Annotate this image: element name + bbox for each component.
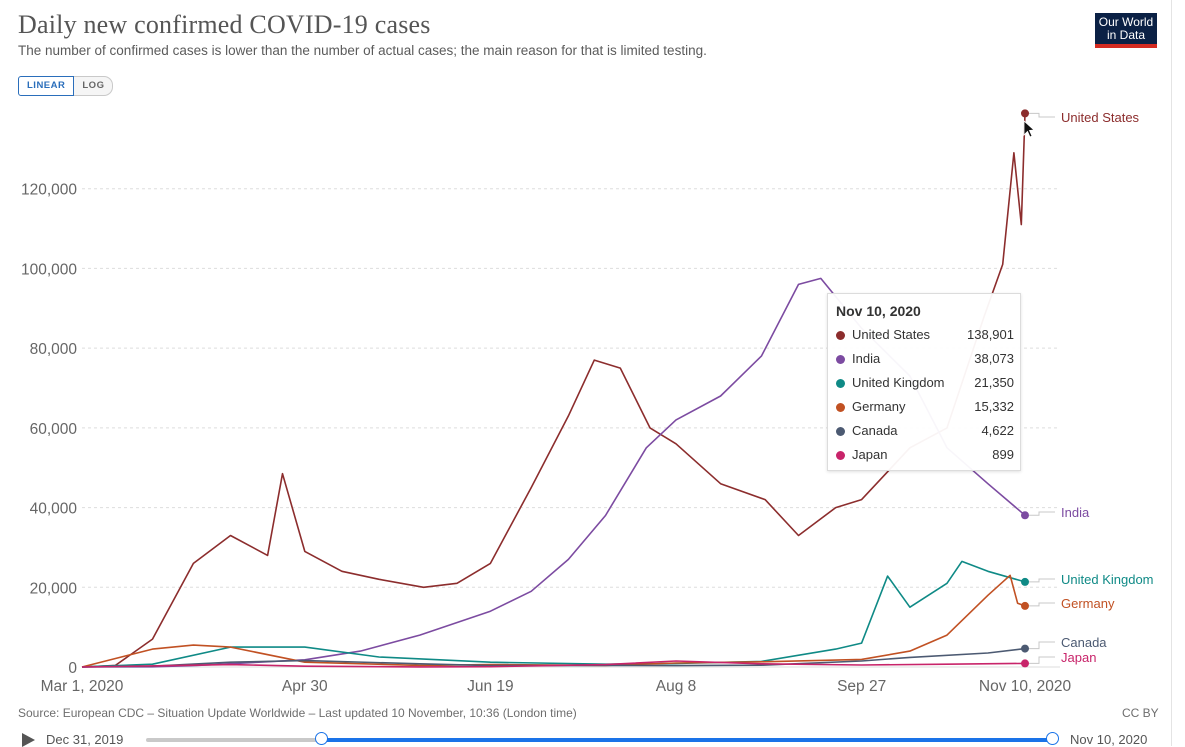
timeline-selected-range [322, 738, 1054, 742]
series-end-point [1021, 577, 1029, 586]
series-end-point [1021, 601, 1029, 610]
legend-dot-icon [836, 355, 845, 364]
tooltip-series-value: 15,332 [974, 399, 1014, 414]
y-tick-label: 0 [68, 660, 77, 677]
tooltip-series-value: 138,901 [967, 327, 1014, 342]
y-tick-label: 60,000 [30, 421, 78, 438]
timeline-track[interactable] [146, 738, 1054, 742]
owid-logo[interactable]: Our World in Data [1095, 13, 1157, 48]
series-label: Japan [1061, 650, 1096, 665]
tooltip-series-name: Japan [852, 447, 888, 462]
x-tick-label: Sep 27 [837, 678, 886, 695]
tooltip-series-value: 38,073 [974, 351, 1014, 366]
tooltip-series-value: 4,622 [981, 423, 1014, 438]
chart-title: Daily new confirmed COVID-19 cases [18, 10, 431, 39]
tooltip-row: India 38,073 [836, 350, 1014, 370]
legend-dot-icon [836, 427, 845, 436]
series-label: United Kingdom [1061, 572, 1154, 587]
linear-scale-button[interactable]: LINEAR [18, 76, 75, 96]
y-axis-tick-labels: 0 20,000 40,000 60,000 80,000 100,000 120,000 [21, 182, 77, 677]
tooltip-row: United States 138,901 [836, 326, 1014, 346]
y-tick-label: 120,000 [21, 182, 77, 199]
tooltip-row: United Kingdom 21,350 [836, 374, 1014, 394]
timeline-end-label: Nov 10, 2020 [1070, 732, 1148, 747]
hover-marker [1021, 109, 1029, 668]
y-tick-label: 100,000 [21, 261, 77, 278]
label-connector [1029, 578, 1055, 583]
x-tick-label: Aug 8 [656, 678, 697, 695]
hover-tooltip: Nov 10, 2020 United States 138,901 India 38… [827, 293, 1021, 471]
tooltip-series-value: 21,350 [974, 375, 1014, 390]
x-tick-label: Jun 19 [467, 678, 514, 695]
label-connector [1029, 112, 1055, 118]
series-label: Germany [1061, 596, 1115, 611]
license-link[interactable]: CC BY [1122, 706, 1159, 720]
label-connector [1029, 602, 1055, 607]
x-axis-tick-labels: Mar 1, 2020 Apr 30 Jun 19 Aug 8 Sep 27 Nov 10… [41, 678, 1072, 695]
series-line-japan [81, 660, 1026, 668]
y-tick-label: 20,000 [30, 580, 78, 597]
label-connector [1029, 511, 1055, 516]
chart-subtitle: The number of confirmed cases is lower t… [18, 43, 707, 58]
tooltip-series-value: 899 [992, 447, 1014, 462]
series-line-germany [81, 574, 1026, 668]
series-line-united-kingdom [81, 560, 1026, 668]
series-label: India [1061, 505, 1090, 520]
tooltip-series-name: United States [852, 327, 931, 342]
tooltip-date: Nov 10, 2020 [836, 303, 921, 319]
tooltip-row: Canada 4,622 [836, 422, 1014, 442]
x-tick-label: Nov 10, 2020 [979, 678, 1072, 695]
legend-dot-icon [836, 331, 845, 340]
logo-line-2: in Data [1106, 28, 1146, 42]
tooltip-row: Japan 899 [836, 446, 1014, 466]
timeline-start-label: Dec 31, 2019 [46, 732, 124, 747]
source-note: Source: European CDC – Situation Update … [18, 706, 577, 720]
series-end-point [1021, 659, 1029, 668]
play-icon[interactable] [22, 733, 35, 747]
timeline-end-handle[interactable] [1046, 732, 1059, 745]
x-tick-label: Apr 30 [282, 678, 328, 695]
x-tick-label: Mar 1, 2020 [41, 678, 124, 695]
series-end-point [1021, 644, 1029, 653]
tooltip-row: Germany 15,332 [836, 398, 1014, 418]
gridlines [82, 188, 1060, 668]
label-connector [1029, 641, 1055, 650]
y-tick-label: 80,000 [30, 341, 78, 358]
legend-dot-icon [836, 403, 845, 412]
tooltip-series-name: India [852, 351, 881, 366]
tooltip-series-name: United Kingdom [852, 375, 945, 390]
tooltip-series-name: Canada [852, 423, 898, 438]
series-end-point [1021, 511, 1029, 520]
tooltip-series-name: Germany [852, 399, 906, 414]
logo-line-1: Our World [1098, 15, 1154, 29]
series-label: United States [1061, 110, 1140, 125]
y-tick-label: 40,000 [30, 501, 78, 518]
label-connector [1029, 656, 1055, 664]
mouse-cursor-icon [1023, 120, 1035, 138]
scale-toggle: LINEAR LOG [18, 76, 114, 96]
series-end-labels: United States India United Kingdom Germany C… [1029, 110, 1154, 665]
legend-dot-icon [836, 379, 845, 388]
legend-dot-icon [836, 451, 845, 460]
series-label: Canada [1061, 635, 1107, 650]
series-end-point [1021, 109, 1029, 118]
timeline-start-handle[interactable] [315, 732, 328, 745]
log-scale-button[interactable]: LOG [74, 76, 114, 96]
line-chart[interactable]: 020,00040,00060,00080,000100,000120,000 … [0, 0, 1172, 705]
timeline-slider: Dec 31, 2019 Nov 10, 2020 [18, 730, 1168, 747]
